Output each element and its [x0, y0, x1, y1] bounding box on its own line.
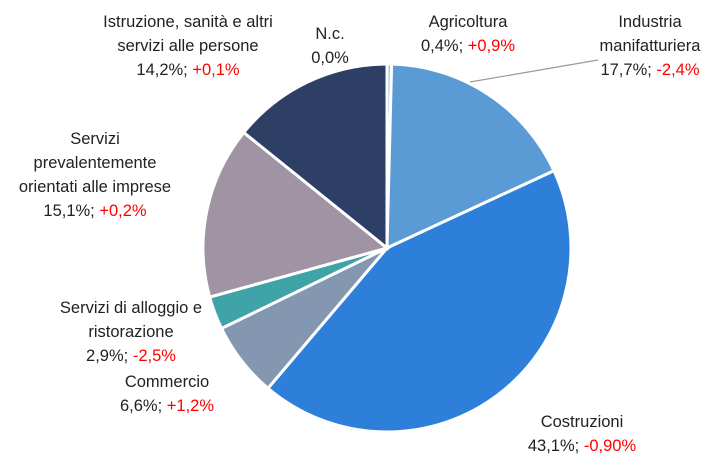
value-line: 6,6%; +1,2%: [102, 394, 232, 418]
data-label: Industria manifatturiera 17,7%; -2,4%: [585, 10, 715, 82]
data-label: Servizi prevalentemente orientati alle i…: [10, 127, 180, 223]
data-label: Istruzione, sanità e altri servizi alle …: [98, 10, 278, 82]
category-label: Agricoltura: [428, 13, 508, 31]
value-label: 0,4%;: [420, 37, 464, 55]
change-label: +0,9%: [467, 37, 516, 55]
pie-slice: [201, 130, 391, 299]
value-label: 6,6%;: [119, 397, 163, 415]
value-label: 15,1%;: [43, 202, 95, 220]
pie-slice: [265, 168, 573, 434]
value-label: 0,0%: [311, 49, 349, 67]
value-line: 43,1%; -0,90%: [512, 434, 652, 458]
change-label: +0,1%: [192, 61, 240, 79]
value-label: 2,9%;: [86, 347, 129, 365]
category-label: Costruzioni: [540, 413, 624, 431]
pie-slice: [241, 62, 389, 252]
pie-slice: [385, 62, 556, 251]
data-label: Costruzioni 43,1%; -0,90%: [512, 410, 652, 458]
category-label: Servizi prevalentemente orientati alle i…: [18, 130, 172, 196]
category-label: Industria manifatturiera: [599, 13, 701, 55]
value-label: 43,1%;: [527, 437, 580, 455]
change-label: +0,2%: [99, 202, 147, 220]
value-line: 0,4%; +0,9%: [403, 34, 533, 58]
data-label: Servizi di alloggio e ristorazione 2,9%; …: [31, 296, 231, 368]
category-label: Istruzione, sanità e altri servizi alle …: [103, 13, 273, 55]
value-line: 17,7%; -2,4%: [585, 58, 715, 82]
category-label: N.c.: [315, 25, 345, 43]
change-label: +1,2%: [166, 397, 215, 415]
change-label: -2,5%: [132, 347, 176, 365]
data-label: Agricoltura 0,4%; +0,9%: [403, 10, 533, 58]
value-line: 15,1%; +0,2%: [10, 199, 180, 223]
value-line: 14,2%; +0,1%: [98, 58, 278, 82]
value-line: 0,0%: [300, 46, 360, 70]
leader-line: [469, 59, 599, 83]
change-label: -0,90%: [583, 437, 637, 455]
category-label: Servizi di alloggio e ristorazione: [59, 299, 203, 341]
value-label: 14,2%;: [136, 61, 188, 79]
change-label: -2,4%: [656, 61, 700, 79]
data-label: Commercio 6,6%; +1,2%: [102, 370, 232, 418]
value-line: 2,9%; -2,5%: [31, 344, 231, 368]
data-label: N.c. 0,0%: [300, 22, 360, 70]
category-label: Commercio: [124, 373, 210, 391]
value-label: 17,7%;: [600, 61, 652, 79]
